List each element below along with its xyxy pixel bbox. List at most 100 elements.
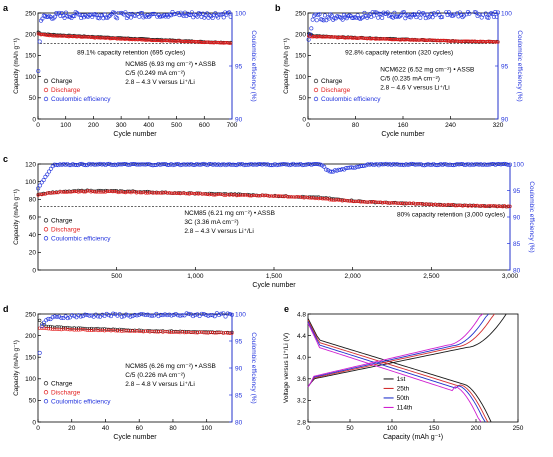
data-point — [323, 167, 328, 172]
data-point — [58, 189, 62, 194]
y2-tick-label: 90 — [513, 214, 521, 221]
data-point — [136, 190, 140, 194]
data-point — [36, 32, 40, 36]
data-point — [182, 331, 187, 335]
data-point — [164, 191, 168, 195]
data-point — [486, 204, 490, 208]
series-coulombic-efficiency — [36, 10, 233, 73]
data-point — [123, 10, 128, 15]
data-point — [105, 189, 109, 193]
charge-curve — [307, 313, 489, 388]
data-point — [402, 201, 406, 205]
data-point — [269, 163, 274, 168]
data-point — [195, 14, 200, 19]
data-point — [151, 11, 156, 16]
series-discharge — [38, 326, 234, 335]
data-point — [81, 326, 85, 330]
data-point — [255, 194, 259, 198]
data-point — [169, 313, 174, 318]
y2-tick-label: 95 — [513, 188, 521, 195]
data-point — [154, 330, 158, 334]
data-point — [170, 163, 175, 168]
data-point — [467, 11, 472, 16]
data-point — [111, 311, 116, 316]
x-tick-label: 100 — [60, 122, 71, 129]
data-point — [340, 198, 345, 202]
data-point — [336, 167, 341, 172]
data-point — [228, 14, 233, 19]
data-point — [371, 13, 376, 18]
data-point — [118, 329, 122, 333]
x-tick-label: 3,000 — [502, 273, 519, 280]
data-point — [253, 193, 257, 198]
data-point — [246, 193, 250, 198]
data-point — [54, 314, 59, 319]
data-point — [302, 162, 307, 167]
data-point — [89, 190, 93, 194]
data-point — [196, 191, 201, 195]
data-point — [349, 199, 354, 203]
data-point — [329, 13, 334, 18]
data-point — [309, 162, 314, 167]
data-point — [70, 326, 74, 330]
data-point — [59, 315, 64, 320]
data-point — [384, 201, 388, 205]
data-point — [429, 11, 434, 16]
data-point — [206, 331, 210, 335]
data-point — [37, 39, 42, 44]
data-point — [126, 313, 131, 318]
data-point — [277, 194, 281, 198]
data-point — [373, 162, 378, 167]
data-point — [371, 163, 376, 168]
data-point — [52, 14, 57, 19]
x-tick-label: 200 — [88, 122, 99, 129]
data-point — [37, 350, 42, 355]
data-point — [254, 162, 259, 167]
data-point — [42, 192, 46, 196]
x-tick-label: 500 — [171, 122, 182, 129]
data-point — [392, 10, 397, 15]
x-tick-label: 1,500 — [266, 273, 283, 280]
x-tick-label: 0 — [36, 122, 40, 129]
data-point — [221, 15, 226, 20]
data-point — [391, 201, 396, 205]
panel-b: b 0 80 160 240 320 Cycle number 0 50 100 150 200 250… — [275, 3, 523, 138]
data-point — [107, 189, 111, 193]
data-point — [320, 197, 324, 201]
data-point — [51, 190, 55, 194]
data-point — [123, 190, 128, 194]
y-tick-label: 3.6 — [297, 376, 306, 383]
data-point — [492, 204, 496, 208]
data-point — [304, 195, 308, 199]
data-point — [45, 172, 50, 177]
y-tick-label: 0 — [32, 116, 36, 123]
x-tick-label: 150 — [429, 425, 440, 432]
data-point — [38, 192, 42, 196]
data-point — [191, 191, 195, 196]
data-point — [129, 189, 133, 193]
data-point — [54, 191, 58, 195]
legend-marker — [43, 236, 49, 241]
data-point — [87, 189, 91, 193]
data-point — [78, 190, 82, 194]
data-point — [51, 191, 55, 195]
data-point — [98, 13, 103, 18]
data-point — [466, 204, 470, 208]
data-point — [68, 328, 72, 332]
data-point — [276, 162, 281, 167]
data-point — [118, 190, 122, 194]
data-point — [495, 10, 500, 15]
data-point — [238, 162, 243, 167]
x-tick-label: 60 — [136, 425, 144, 432]
x-tick-label: 20 — [68, 425, 76, 432]
data-point — [74, 326, 79, 330]
data-point — [41, 178, 46, 183]
data-point — [120, 190, 124, 194]
data-point — [217, 313, 222, 318]
data-point — [162, 190, 166, 194]
data-point — [76, 326, 81, 330]
data-point — [153, 191, 157, 195]
data-point — [62, 15, 67, 20]
data-point — [223, 314, 228, 319]
data-point — [96, 328, 100, 333]
